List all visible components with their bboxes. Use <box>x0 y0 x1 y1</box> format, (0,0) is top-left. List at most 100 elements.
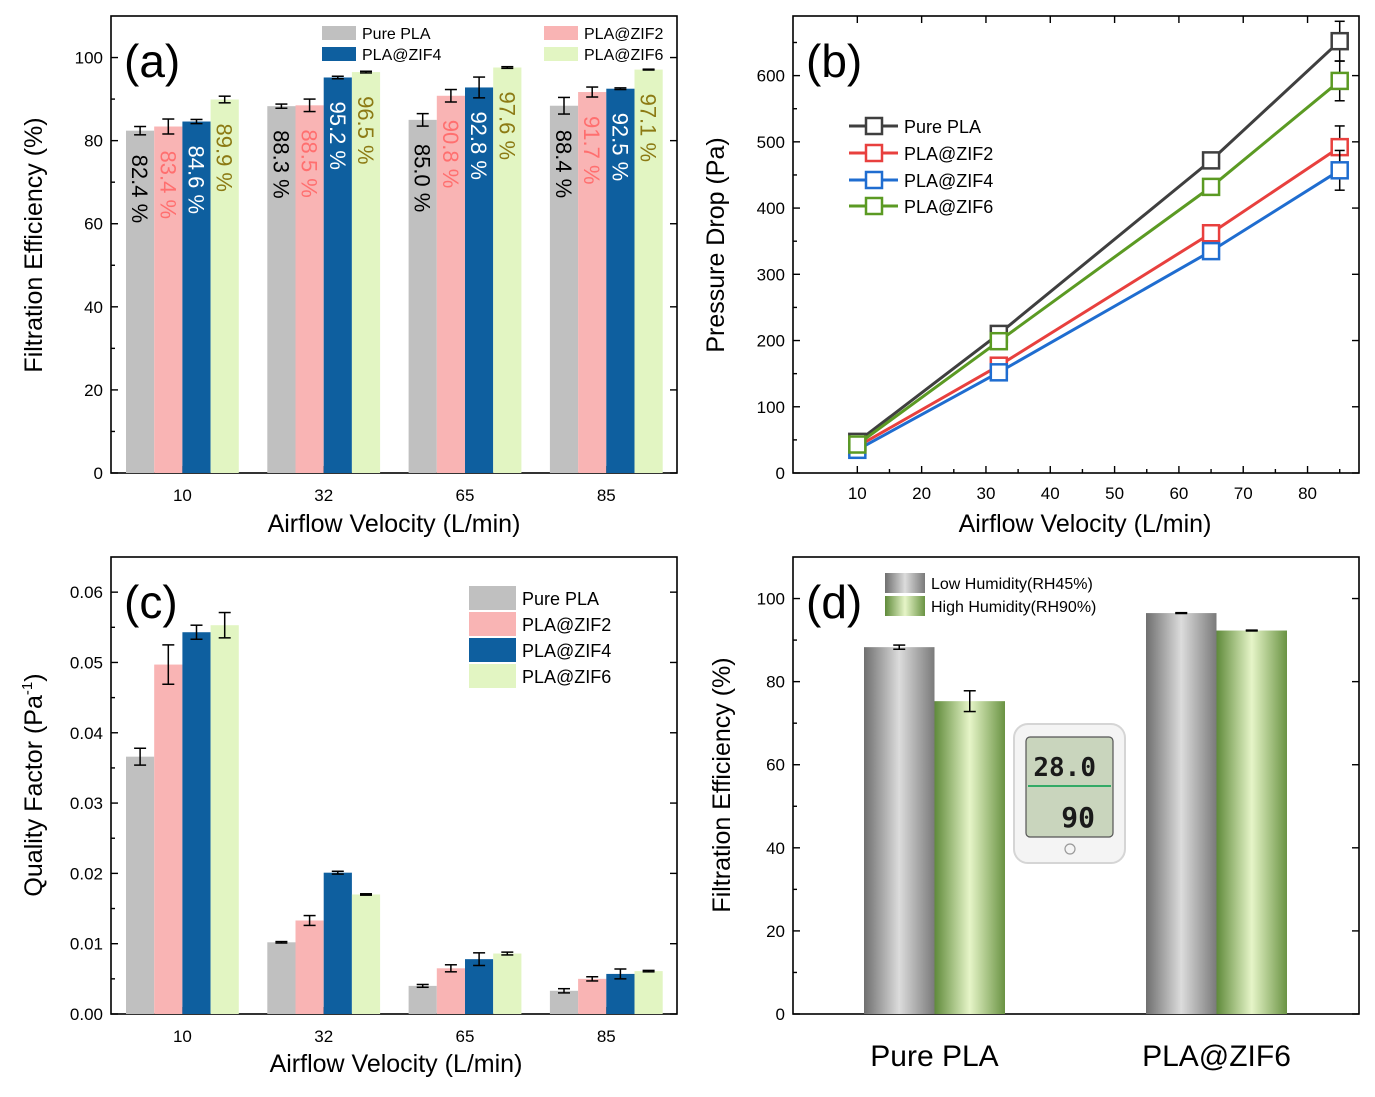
x-tick-label: 80 <box>1298 484 1317 503</box>
legend-label-pla-zif6: PLA@ZIF6 <box>584 47 663 64</box>
y-tick-label: 600 <box>757 67 785 86</box>
panel-d: 0 20 40 60 80 100 Pure PLA PLA@ZIF6 (d) Filtrat… <box>708 556 1360 1073</box>
bar-pla-zif4-85 <box>606 973 635 1014</box>
legend-swatch-pla-zif6 <box>544 47 578 61</box>
data-label-pure-pla-65: 85.0 % <box>410 144 435 213</box>
marker-pla-zif6-10 <box>848 435 867 454</box>
legend-swatch-pla-zif6 <box>469 664 516 688</box>
panel-b-xlabel: Airflow Velocity (L/min) <box>959 510 1212 538</box>
bar-pla-zif4-32 <box>323 872 352 1014</box>
bar-pla-zif2-85 <box>578 978 607 1014</box>
line-pla-zif2 <box>856 145 1341 448</box>
x-tick-label-85: 85 <box>597 486 616 505</box>
bar-pure-pla-32 <box>267 106 296 474</box>
data-label-pla-zif6-65: 97.6 % <box>494 92 519 160</box>
bar-pla-zif4-32 <box>323 77 352 473</box>
panel-d-label: (d) <box>806 576 862 628</box>
bar-pla-zif4-10 <box>182 121 211 473</box>
bar-pure-pla-10 <box>126 130 155 473</box>
legend-label-high-humidity: High Humidity(RH90%) <box>931 599 1096 616</box>
light-icon <box>1064 843 1076 855</box>
y-tick-label: 0.02 <box>70 864 103 883</box>
y-tick-label: 20 <box>766 922 785 941</box>
y-tick-label: 100 <box>75 49 103 68</box>
bar-pla-zif4-65 <box>465 87 494 473</box>
marker-pla-zif4-32 <box>989 363 1009 382</box>
legend-swatch-pla-zif4 <box>469 638 516 662</box>
legend-swatch-pure-pla <box>322 26 356 40</box>
panel-a-xlabel: Airflow Velocity (L/min) <box>268 510 521 538</box>
bar-pla-zif2-65 <box>436 95 465 473</box>
y-tick-label: 0 <box>94 464 103 483</box>
x-tick-label: 20 <box>912 484 931 503</box>
y-tick-label: 400 <box>757 199 785 218</box>
y-tick-label: 0.04 <box>70 724 103 743</box>
bar-pla-zif4-10 <box>182 632 211 1014</box>
bar-pla-zif6-10 <box>210 625 239 1014</box>
x-tick-label: 60 <box>1169 484 1188 503</box>
line-pla-zif4 <box>856 169 1341 452</box>
panel-a-legend: Pure PLA PLA@ZIF2 PLA@ZIF4 PLA@ZIF6 <box>322 26 663 64</box>
y-tick-label: 80 <box>84 132 103 151</box>
bar-pure-pla-85 <box>549 990 579 1014</box>
y-tick-label: 60 <box>84 215 103 234</box>
bar-pla-zif6-85 <box>634 69 663 474</box>
legend-label-pla-zif2: PLA@ZIF2 <box>584 26 663 43</box>
panel-c-ylabel-main: Quality Factor (Pa <box>20 695 48 897</box>
panel-c-label: (c) <box>124 576 178 628</box>
legend-label-pure-pla: Pure PLA <box>362 26 431 43</box>
data-label-pla-zif2-85: 91.7 % <box>579 116 604 185</box>
y-tick-label: 0 <box>776 464 785 483</box>
bar-pure-pla-85 <box>549 105 579 473</box>
marker-pure-pla-65 <box>1201 151 1221 170</box>
bar-pla-zif2-10 <box>154 664 183 1014</box>
panel-c-legend: Pure PLA PLA@ZIF2 PLA@ZIF4 PLA@ZIF6 <box>469 586 611 688</box>
y-tick-label: 0.03 <box>70 794 103 813</box>
data-label-pla-zif2-65: 90.8 % <box>438 120 463 189</box>
x-tick-label-32: 32 <box>314 1027 333 1046</box>
panel-c-frame <box>110 556 678 1015</box>
data-label-pla-zif6-85: 97.1 % <box>636 94 661 162</box>
hygrometer-inset: 28.0 90 <box>1013 723 1126 864</box>
panel-c-ylabel: Quality Factor (Pa-1) <box>19 673 48 896</box>
y-tick-label: 500 <box>757 133 785 152</box>
legend-swatch-pure-pla <box>469 586 516 610</box>
bar-low-humidity-rh45-pla-zif6 <box>1146 613 1217 1014</box>
marker-pla-zif4-85 <box>1330 161 1349 180</box>
legend-swatch-high-humidity <box>885 596 925 616</box>
data-label-pure-pla-32: 88.3 % <box>268 130 293 199</box>
panel-c-ylabel-end: ) <box>20 673 48 681</box>
x-tick-label-32: 32 <box>314 486 333 505</box>
bar-pla-zif2-65 <box>436 968 465 1014</box>
marker-pla-zif6-65 <box>1201 177 1221 197</box>
x-tick-label: 30 <box>976 484 995 503</box>
legend-marker-pla-zif6 <box>864 196 884 216</box>
x-tick-label: 40 <box>1041 484 1060 503</box>
data-label-pla-zif4-10: 84.6 % <box>184 146 209 215</box>
panel-c-xlabel: Airflow Velocity (L/min) <box>270 1050 523 1078</box>
panel-c-ylabel-sup: -1 <box>19 682 36 695</box>
legend-label-pla-zif6: PLA@ZIF6 <box>904 197 993 217</box>
y-tick-label: 40 <box>766 839 785 858</box>
marker-pla-zif2-65 <box>1201 223 1221 243</box>
y-tick-label: 100 <box>757 398 785 417</box>
y-tick-label: 80 <box>766 673 785 692</box>
legend-marker-pure-pla <box>864 116 884 136</box>
data-label-pla-zif4-85: 92.5 % <box>607 113 632 182</box>
x-tick-label-65: 65 <box>456 486 475 505</box>
x-tick-label: 50 <box>1105 484 1124 503</box>
y-tick-label: 20 <box>84 381 103 400</box>
panel-d-legend: Low Humidity(RH45%) High Humidity(RH90%) <box>885 573 1096 616</box>
y-tick-label: 40 <box>84 298 103 317</box>
data-label-pla-zif2-32: 88.5 % <box>297 129 322 198</box>
bar-pla-zif2-32 <box>295 105 324 473</box>
data-label-pla-zif4-65: 92.8 % <box>466 111 491 179</box>
bar-pla-zif4-85 <box>606 88 635 474</box>
bar-high-humidity-rh90-pure-pla <box>934 701 1005 1014</box>
legend-label-pla-zif2: PLA@ZIF2 <box>904 144 993 164</box>
x-tick-label-85: 85 <box>597 1027 616 1046</box>
bar-pure-pla-10 <box>126 756 155 1014</box>
legend-label-pla-zif6: PLA@ZIF6 <box>522 667 611 687</box>
bar-pla-zif2-32 <box>295 920 324 1014</box>
